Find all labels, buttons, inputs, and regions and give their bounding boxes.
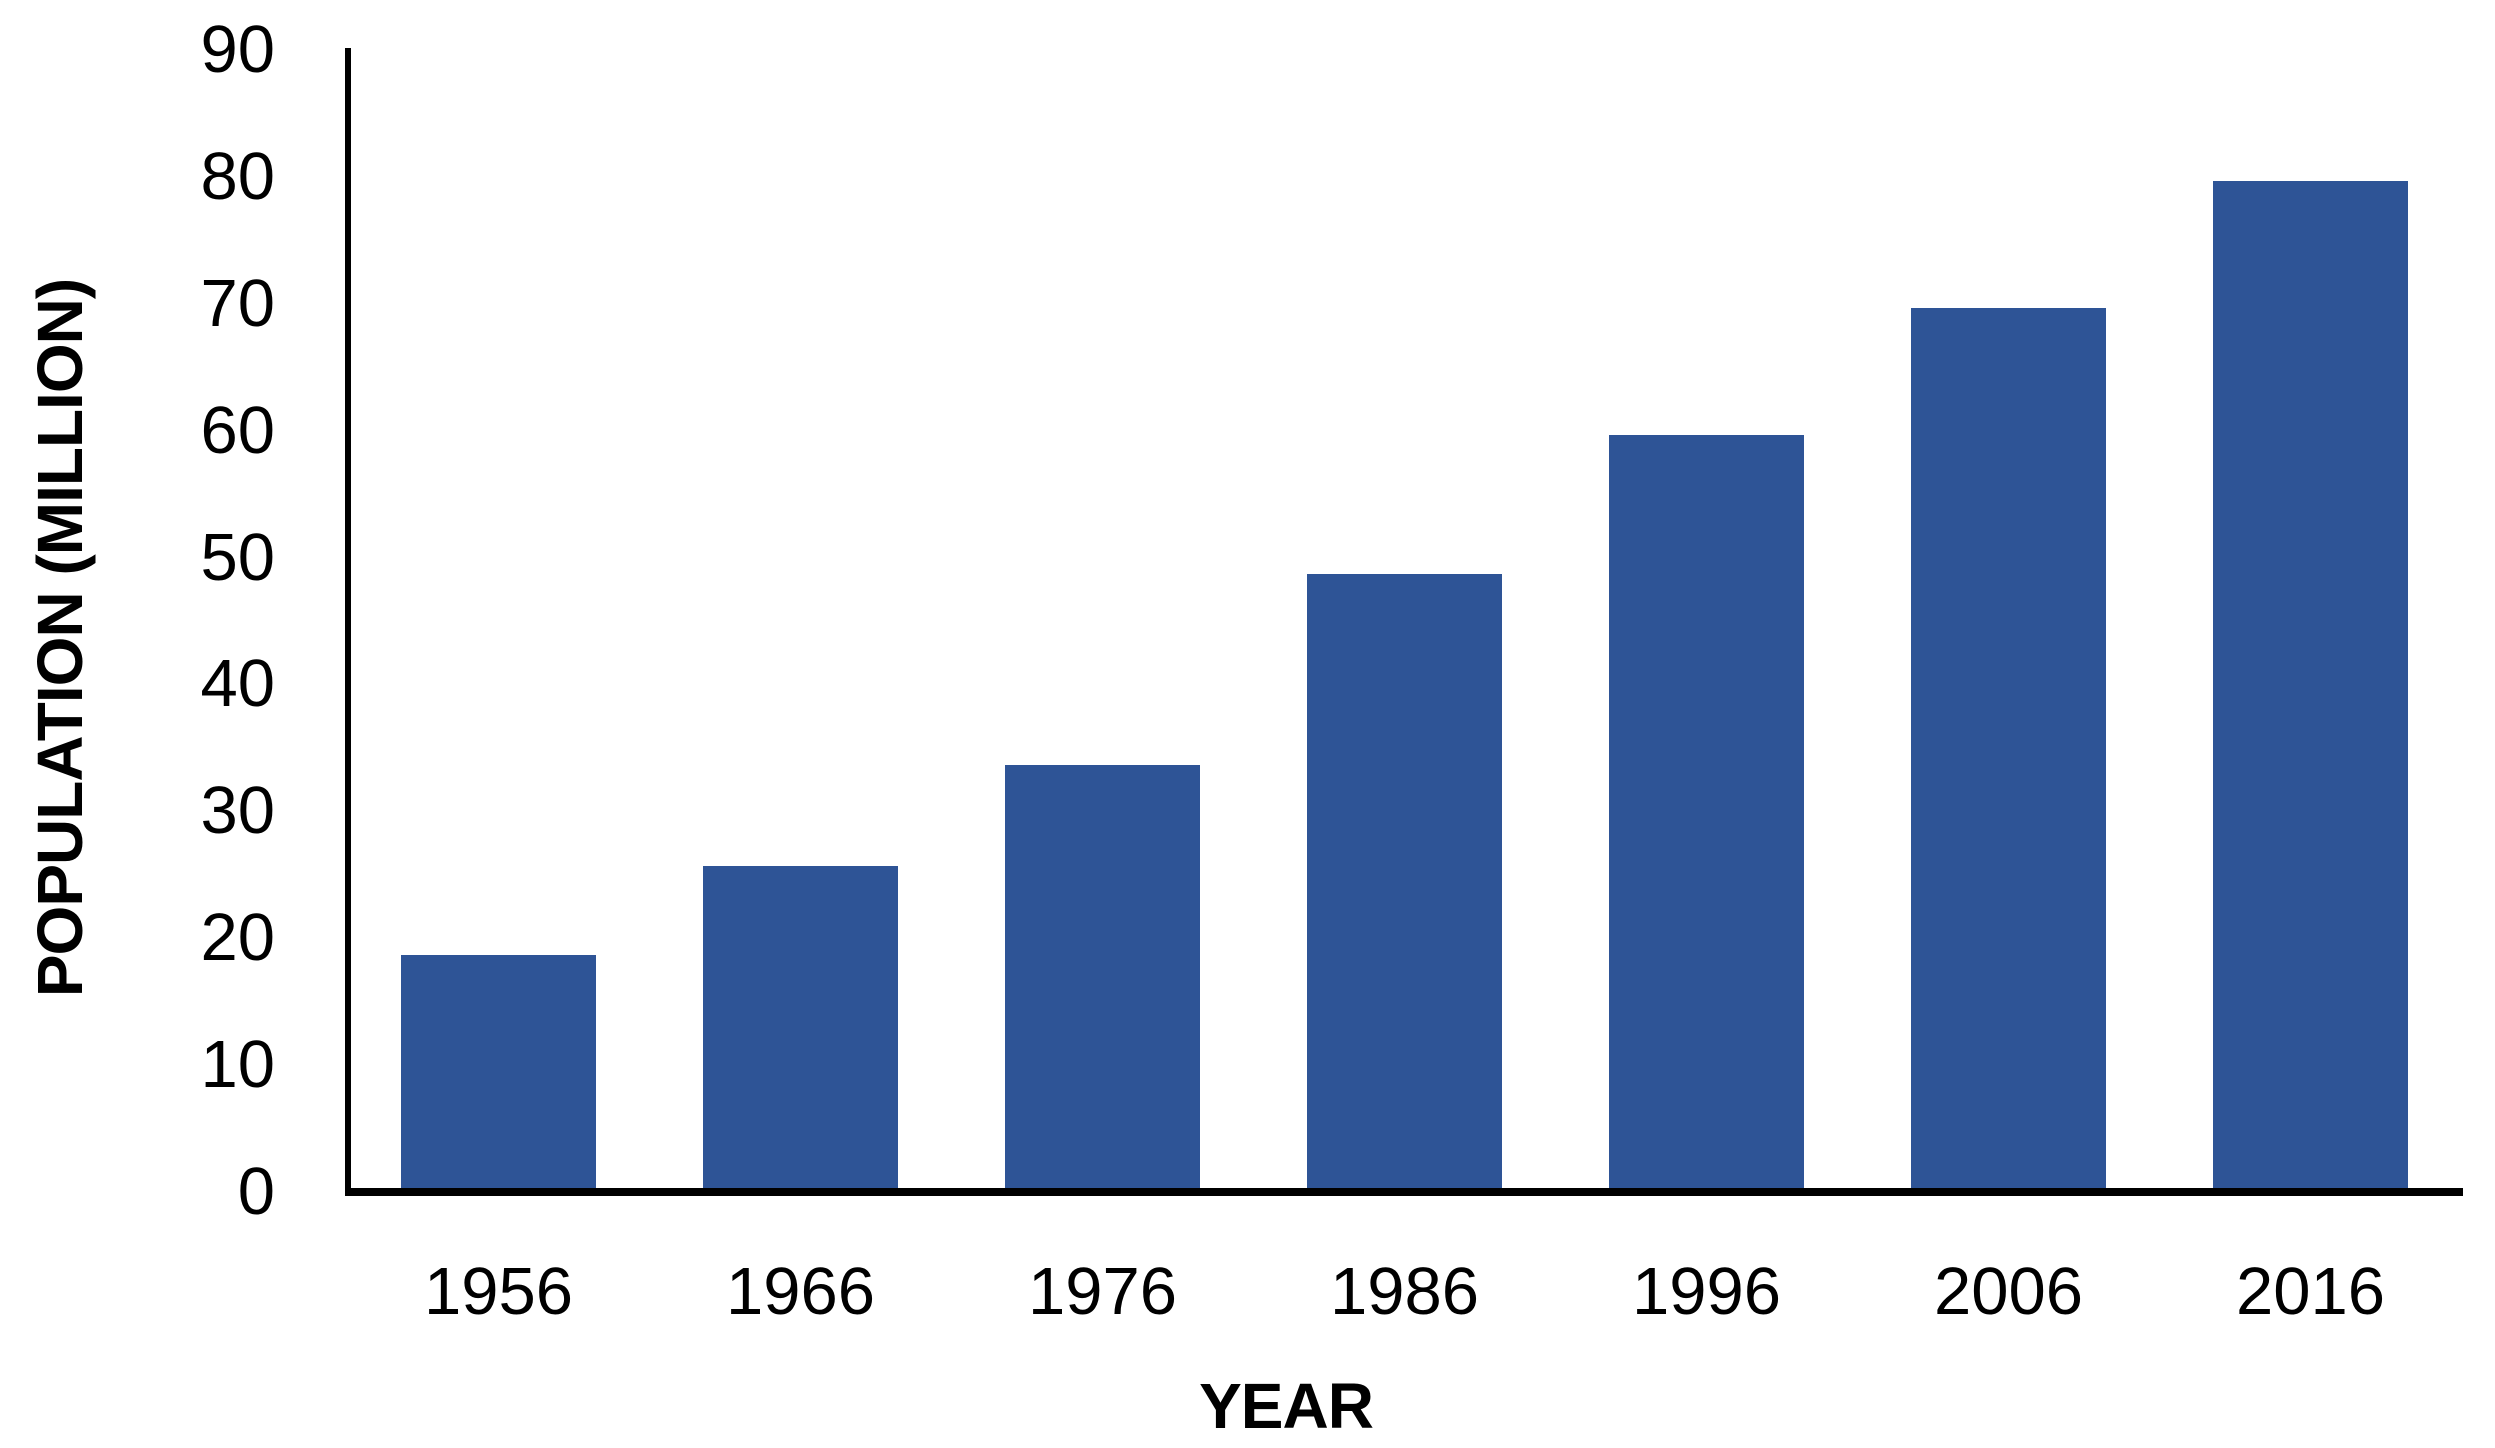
bar-1986	[1307, 574, 1502, 1196]
y-tick-label: 50	[200, 519, 275, 595]
y-axis-line	[345, 48, 351, 1196]
y-tick-label: 40	[200, 646, 275, 722]
x-tick-label: 1996	[1631, 1254, 1782, 1329]
y-tick-label: 70	[200, 265, 275, 341]
y-tick-label: 20	[200, 900, 275, 976]
x-tick-label: 2006	[1933, 1254, 2084, 1329]
x-tick-label: 1966	[725, 1254, 876, 1329]
bar-1966	[703, 866, 898, 1196]
x-axis-title: YEAR	[1199, 1370, 1374, 1442]
y-tick-label: 30	[200, 773, 275, 849]
bar-1996	[1609, 434, 1804, 1196]
x-axis-line	[345, 1188, 2463, 1196]
y-tick-label: 10	[200, 1027, 275, 1103]
y-tick-label: 0	[237, 1154, 275, 1229]
bar-2016	[2213, 180, 2408, 1196]
y-tick-label: 80	[200, 138, 275, 214]
bar-2006	[1911, 307, 2106, 1196]
x-tick-label: 1976	[1027, 1254, 1178, 1329]
bar-1976	[1005, 764, 1200, 1196]
x-tick-label: 1986	[1329, 1254, 1480, 1329]
y-tick-label: 90	[200, 11, 275, 87]
bar-1956	[401, 954, 596, 1196]
x-tick-label: 1956	[423, 1254, 574, 1329]
x-tick-label: 2016	[2235, 1254, 2386, 1329]
y-tick-label: 60	[200, 392, 275, 468]
